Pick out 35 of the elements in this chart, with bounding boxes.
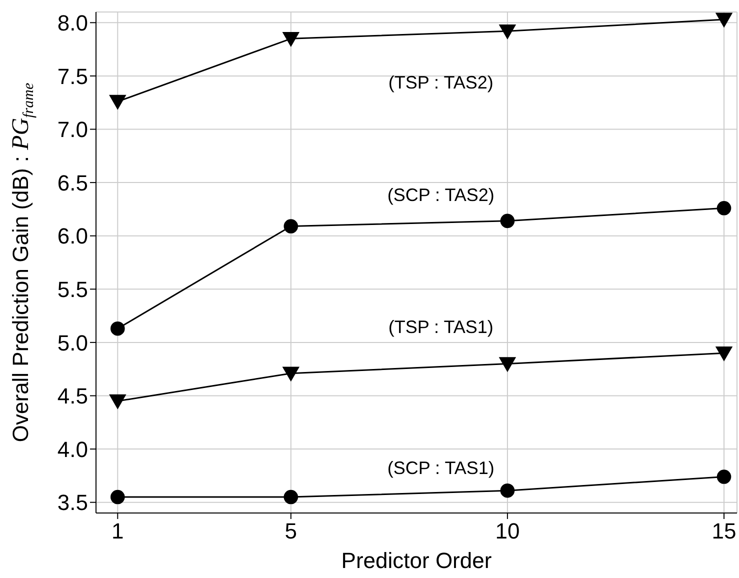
x-tick-label: 1	[112, 518, 124, 544]
point	[716, 200, 732, 216]
point	[282, 32, 300, 46]
series-label: (TSP : TAS1)	[388, 317, 494, 338]
point	[499, 357, 516, 372]
y-tick-label: 8.0	[57, 10, 88, 36]
x-tick-label: 10	[495, 518, 520, 544]
point	[500, 214, 515, 228]
text: (TSP : TAS2)	[388, 72, 494, 92]
point	[499, 24, 516, 39]
point	[284, 490, 298, 504]
x-tick-label: 5	[284, 518, 298, 544]
y-tick-label: 4.5	[57, 384, 88, 409]
x-axis-title: Predictor Order	[341, 548, 492, 573]
point	[716, 12, 732, 28]
point	[282, 366, 300, 382]
point	[110, 490, 125, 504]
point	[500, 483, 515, 498]
point	[716, 346, 732, 361]
series-label: (SCP : TAS1)	[387, 458, 494, 478]
y-tick-label: 3.5	[57, 490, 88, 516]
point	[110, 94, 126, 110]
y-tick-label: 4.0	[57, 436, 88, 462]
y-tick-label: 7.0	[57, 117, 88, 142]
y-tick-label: 6.5	[57, 170, 88, 196]
y-tick-label: 7.5	[57, 64, 88, 89]
point	[110, 394, 126, 409]
point	[284, 219, 298, 234]
y-tick-label: 5.5	[57, 276, 88, 302]
point	[716, 470, 732, 484]
series-label: (SCP : TAS2)	[387, 185, 494, 206]
y-tick-label: 5.0	[57, 330, 88, 356]
x-tick-label: 15	[712, 518, 736, 544]
point	[110, 321, 125, 336]
y-tick-label: 6.0	[57, 224, 88, 249]
